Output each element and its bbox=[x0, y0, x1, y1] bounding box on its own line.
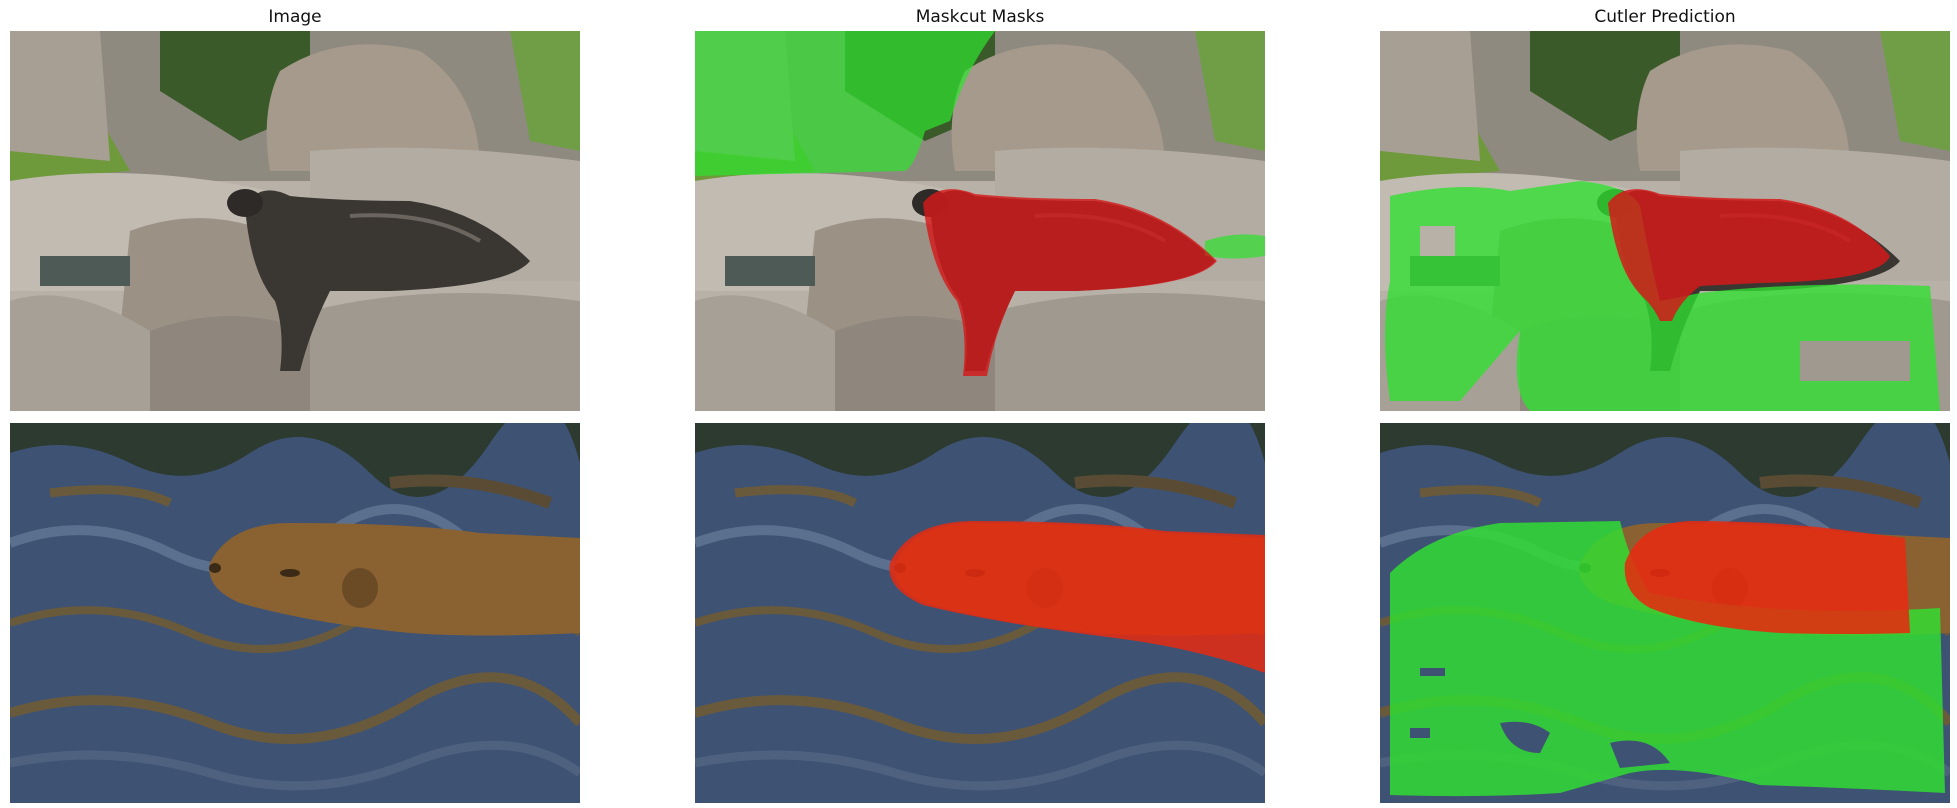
capybara-photo bbox=[10, 423, 580, 803]
red-mask-region bbox=[1608, 189, 1890, 321]
panel-row2-image bbox=[10, 423, 580, 803]
sea-lion-photo bbox=[10, 31, 580, 411]
column-title-cutler: Cutler Prediction bbox=[1594, 7, 1736, 27]
panel-row2-cutler bbox=[1380, 423, 1950, 803]
red-mask-region bbox=[923, 189, 1217, 376]
capybara-cutler-overlay bbox=[1380, 423, 1950, 803]
capybara-maskcut-overlay bbox=[695, 423, 1265, 803]
sea-lion-maskcut-overlay bbox=[695, 31, 1265, 411]
green-mask-region bbox=[695, 31, 995, 176]
panel-row1-cutler bbox=[1380, 31, 1950, 411]
column-title-image: Image bbox=[268, 7, 322, 27]
panel-row1-maskcut bbox=[695, 31, 1265, 411]
panel-row2-maskcut bbox=[695, 423, 1265, 803]
red-mask-region bbox=[889, 521, 1265, 673]
sea-lion-cutler-overlay bbox=[1380, 31, 1950, 411]
green-mask-region bbox=[1205, 234, 1265, 259]
panel-row1-image bbox=[10, 31, 580, 411]
red-mask-region bbox=[1624, 521, 1910, 634]
column-title-maskcut: Maskcut Masks bbox=[915, 7, 1045, 27]
